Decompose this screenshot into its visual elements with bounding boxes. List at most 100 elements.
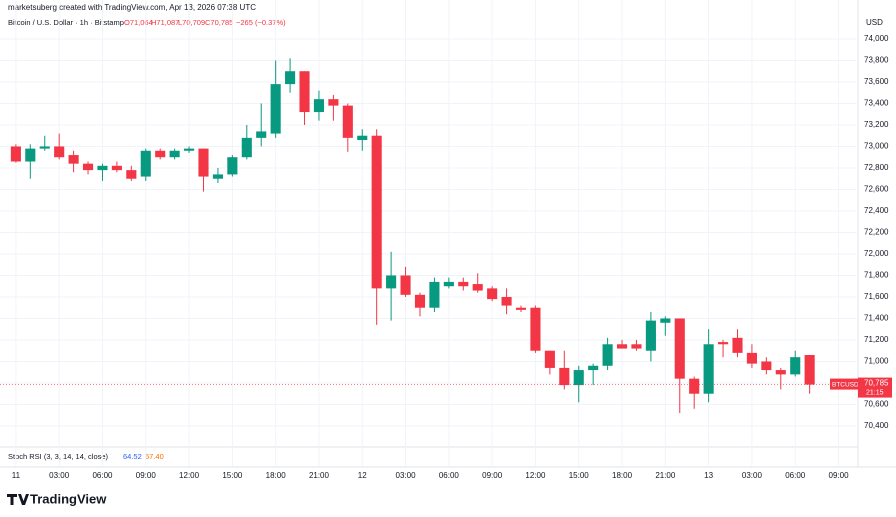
candle [689, 376, 700, 409]
x-tick-label: 03:00 [742, 471, 763, 480]
x-tick-label: 12:00 [525, 471, 546, 480]
x-tick-label: 12:00 [179, 471, 200, 480]
x-tick-label: 21:00 [655, 471, 676, 480]
candle-body [472, 284, 483, 291]
candle [140, 148, 151, 181]
indicator-k: 64.52 [123, 452, 142, 461]
symbol: Bitcoin / U.S. Dollar · 1h · Bitstamp [8, 18, 124, 27]
candle-body [39, 146, 50, 149]
candle-body [515, 307, 527, 310]
y-tick-label: 70,600 [864, 400, 889, 409]
candle [718, 339, 729, 358]
candle [169, 148, 180, 160]
candle-body [270, 84, 281, 134]
candle [328, 94, 339, 121]
candle-body [400, 275, 411, 295]
ohlc-close: C70,785 [205, 18, 233, 27]
candle [559, 350, 570, 390]
candle-body [573, 370, 584, 386]
y-tick-label: 72,400 [864, 206, 889, 215]
candle [227, 155, 238, 177]
indicator-d: 67.40 [145, 452, 164, 461]
symbol-tag [830, 378, 858, 390]
candle-body [10, 146, 21, 162]
candle [126, 165, 137, 181]
candle [299, 71, 310, 125]
candle [198, 148, 209, 192]
grid [0, 0, 858, 467]
x-tick-label: 09:00 [136, 471, 157, 480]
candle [645, 312, 656, 362]
x-tick-label: 13 [704, 471, 713, 480]
candle [111, 161, 122, 173]
y-tick-label: 71,000 [864, 357, 889, 366]
candle [82, 161, 94, 175]
candle-body [357, 135, 368, 141]
candle [285, 58, 296, 93]
candle-body [184, 148, 195, 151]
candle-body [559, 367, 570, 386]
x-tick-label: 06:00 [785, 471, 806, 480]
candle-body [140, 150, 151, 177]
countdown-label: 21:15 [866, 389, 884, 396]
x-tick-label: 03:00 [396, 471, 417, 480]
candle-body [443, 281, 454, 287]
y-tick-label: 73,600 [864, 77, 889, 86]
candle-body [602, 344, 613, 366]
candle-body [674, 318, 685, 379]
candle [39, 135, 50, 151]
candle-body [256, 131, 267, 138]
candle [414, 292, 426, 317]
candle-body [746, 352, 757, 364]
candle [472, 273, 483, 293]
candle-body [328, 99, 339, 106]
candle [544, 350, 555, 375]
y-tick-label: 72,800 [864, 163, 889, 172]
y-tick-label: 74,000 [864, 34, 889, 43]
candle-body [313, 99, 325, 113]
x-tick-label: 09:00 [829, 471, 850, 480]
x-tick-label: 15:00 [222, 471, 243, 480]
candle-body [54, 146, 65, 158]
candle-body [530, 307, 541, 351]
candle-body [804, 355, 815, 385]
y-tick-label: 71,400 [864, 314, 889, 323]
ohlc-change: −265 (−0.37%) [236, 18, 286, 27]
candle-body [169, 150, 180, 158]
candle-body [616, 344, 628, 349]
candle [443, 277, 454, 289]
candle [10, 144, 21, 163]
candle-body [227, 157, 238, 175]
candle-body [299, 71, 310, 113]
candle [256, 103, 267, 147]
x-tick-label: 11 [12, 471, 21, 480]
candle-body [25, 148, 36, 162]
y-tick-label: 71,800 [864, 271, 889, 280]
x-tick-label: 21:00 [309, 471, 330, 480]
candle-body [501, 296, 512, 306]
candle [458, 277, 469, 291]
candle [54, 133, 65, 160]
candle [212, 167, 223, 184]
candle-body [198, 148, 209, 177]
candle [732, 329, 743, 358]
currency: USD [866, 18, 883, 27]
y-tick-label: 71,600 [864, 292, 889, 301]
candle-body [82, 163, 94, 171]
brand-logo: TradingView [7, 491, 107, 506]
candle [761, 357, 772, 375]
candle [501, 288, 512, 315]
candle [97, 163, 108, 181]
ohlc-high: H71,087 [151, 18, 179, 27]
y-tick-label: 72,600 [864, 185, 889, 194]
candle-body [790, 357, 801, 375]
candle-body [660, 318, 671, 323]
candle [25, 144, 36, 179]
candle [357, 129, 368, 151]
ohlc-open: O71,064 [124, 18, 153, 27]
candle-body [487, 288, 498, 300]
ohlc-low: L70,709 [178, 18, 205, 27]
candle-body [126, 170, 137, 179]
